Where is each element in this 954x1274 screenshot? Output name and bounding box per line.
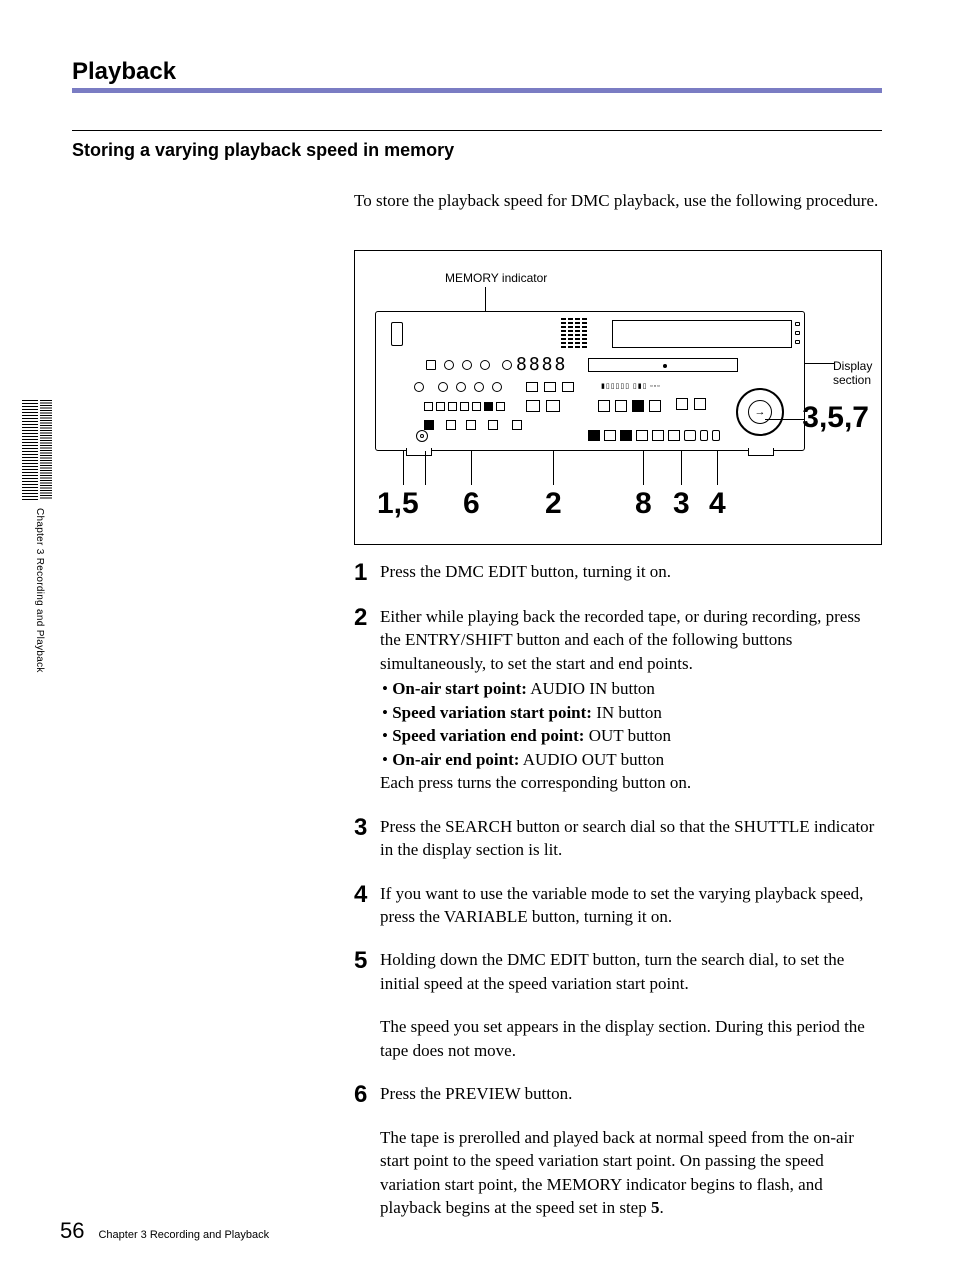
- step-5: 5 Holding down the DMC EDIT button, turn…: [354, 948, 882, 1062]
- step-num-4: 4: [354, 882, 380, 929]
- page-footer: 56 Chapter 3 Recording and Playback: [60, 1218, 269, 1244]
- step-num-3: 3: [354, 815, 380, 862]
- cassette-slot-icon: [391, 322, 403, 346]
- footer-chapter-text: Chapter 3 Recording and Playback: [98, 1229, 269, 1241]
- step-body-2: Either while playing back the recorded t…: [380, 605, 882, 795]
- indicator-dots-icon: [795, 322, 801, 344]
- display-leader-line: [801, 363, 835, 364]
- step-body-4: If you want to use the variable mode to …: [380, 882, 882, 929]
- button-row-2-right: [526, 382, 574, 392]
- step-body-5: Holding down the DMC EDIT button, turn t…: [380, 948, 882, 1062]
- sidebar-barcode-icon: [22, 400, 38, 500]
- step-2-bullets: On-air start point: AUDIO IN button Spee…: [380, 677, 882, 771]
- button-row-4: [424, 420, 522, 430]
- step-5-text: Holding down the DMC EDIT button, turn t…: [380, 950, 844, 992]
- bullet-2: Speed variation start point: IN button: [382, 701, 882, 724]
- mid-display-icon: [588, 358, 738, 372]
- callout-line-1b: [425, 451, 426, 485]
- callout-357: 3,5,7: [802, 401, 869, 435]
- button-row-1: [426, 360, 512, 370]
- button-row-3-far: [676, 398, 706, 410]
- step-3: 3 Press the SEARCH button or search dial…: [354, 815, 882, 862]
- step-2: 2 Either while playing back the recorded…: [354, 605, 882, 795]
- callout-line-6: [471, 451, 472, 485]
- callout-4: 4: [709, 487, 726, 521]
- step-2-lead: Either while playing back the recorded t…: [380, 607, 861, 673]
- accent-bar: [72, 88, 882, 93]
- step-1: 1 Press the DMC EDIT button, turning it …: [354, 560, 882, 585]
- bullet-4: On-air end point: AUDIO OUT button: [382, 748, 882, 771]
- headphone-jack-icon: [416, 430, 428, 442]
- step-num-6: 6: [354, 1082, 380, 1219]
- button-row-3-mid: [526, 400, 560, 412]
- device-diagram: MEMORY indicator Display section 8888 ▮▯…: [354, 250, 882, 545]
- button-row-3: [424, 402, 505, 411]
- device-outline: 8888 ▮▯▯▯▯▯ ▯▮▯ ▫▫▫: [375, 311, 805, 451]
- small-buttons-icon: ▮▯▯▯▯▯ ▯▮▯ ▫▫▫: [601, 382, 661, 390]
- step-body-1: Press the DMC EDIT button, turning it on…: [380, 560, 882, 585]
- callout-line-4: [717, 451, 718, 485]
- section-rule: [72, 130, 882, 131]
- section-title: Storing a varying playback speed in memo…: [72, 140, 454, 161]
- step-num-1: 1: [354, 560, 380, 585]
- button-row-2-left: [414, 382, 502, 392]
- callout-3: 3: [673, 487, 690, 521]
- callout-1-5: 1,5: [377, 487, 419, 521]
- step-5-para2: The speed you set appears in the display…: [380, 1015, 882, 1062]
- button-row-3-right: [598, 400, 661, 412]
- callout-2: 2: [545, 487, 562, 521]
- step-num-2: 2: [354, 605, 380, 795]
- step-2-trail: Each press turns the corresponding butto…: [380, 773, 691, 792]
- page-header-title: Playback: [72, 58, 176, 86]
- callout-line-1: [403, 451, 404, 485]
- display-section-label: Display section: [833, 359, 883, 387]
- bullet-1: On-air start point: AUDIO IN button: [382, 677, 882, 700]
- button-row-4-right: [588, 430, 720, 441]
- callout-line-3: [681, 451, 682, 485]
- steps-content: 1 Press the DMC EDIT button, turning it …: [354, 560, 882, 1240]
- foot-left-icon: [406, 448, 432, 456]
- callout-6: 6: [463, 487, 480, 521]
- callout-357-line: [765, 419, 805, 420]
- step-6: 6 Press the PREVIEW button. The tape is …: [354, 1082, 882, 1219]
- display-panel-icon: [612, 320, 792, 348]
- memory-indicator-label: MEMORY indicator: [445, 271, 547, 285]
- foot-right-icon: [748, 448, 774, 456]
- intro-paragraph: To store the playback speed for DMC play…: [354, 190, 882, 213]
- step-num-5: 5: [354, 948, 380, 1062]
- step-6-para2: The tape is prerolled and played back at…: [380, 1126, 882, 1220]
- callout-line-2: [553, 451, 554, 485]
- page-number: 56: [60, 1218, 84, 1244]
- step-body-3: Press the SEARCH button or search dial s…: [380, 815, 882, 862]
- counter-display: 8888: [516, 354, 567, 375]
- step-4: 4 If you want to use the variable mode t…: [354, 882, 882, 929]
- step-body-6: Press the PREVIEW button. The tape is pr…: [380, 1082, 882, 1219]
- step-6-text: Press the PREVIEW button.: [380, 1084, 572, 1103]
- jog-dial-icon: [736, 388, 784, 436]
- callout-line-8: [643, 451, 644, 485]
- callout-8: 8: [635, 487, 652, 521]
- meter-bars-icon: [561, 318, 591, 348]
- sidebar-chapter-label: Chapter 3 Recording and Playback: [34, 508, 45, 673]
- bullet-3: Speed variation end point: OUT button: [382, 724, 882, 747]
